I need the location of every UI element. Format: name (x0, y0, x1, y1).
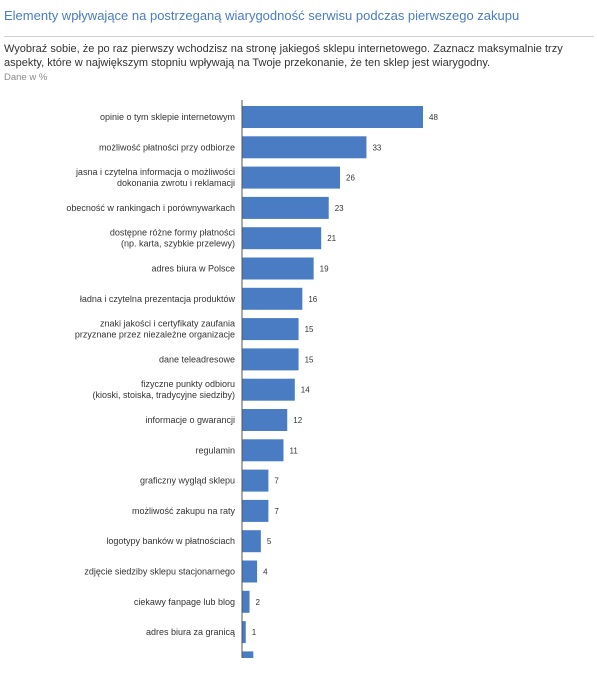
bar-5 (242, 257, 314, 280)
category-label-12: graficzny wygląd sklepu (140, 476, 235, 486)
bar-18 (242, 651, 254, 658)
category-label-8: dane teleadresowe (159, 354, 235, 364)
bar-0 (242, 106, 423, 128)
category-label-10: informacje o gwarancji (145, 415, 235, 425)
category-label-6: ładna i czytelna prezentacja produktów (80, 294, 236, 304)
category-label-2-line-0: jasna i czytelna informacja o możliwości (75, 167, 235, 177)
bar-chart: 48 opinie o tym sklepie internetowym 33 moż… (66, 100, 438, 658)
bar-7 (242, 318, 299, 341)
category-label-13: możliwość zakupu na raty (132, 506, 236, 516)
data-unit-note: Dane w % (4, 72, 48, 83)
bar-value-label-17: 1 (252, 628, 257, 637)
bar-16 (242, 590, 250, 613)
category-label-7-line-0: znaki jakości i certyfikaty zaufania (100, 319, 235, 329)
bar-value-label-0: 48 (429, 113, 438, 122)
bar-14 (242, 530, 261, 553)
chart-subtitle: Wyobraź sobie, że po raz pierwszy wchodz… (4, 43, 563, 69)
bar-10 (242, 409, 288, 431)
bar-value-label-14: 5 (267, 537, 272, 546)
bar-value-label-1: 33 (372, 143, 381, 152)
category-label-3: obecność w rankingach i porównywarkach (66, 203, 235, 213)
bar-8 (242, 348, 299, 371)
bar-9 (242, 378, 295, 401)
category-label-4-line-1: (np. karta, szybkie przelewy) (121, 239, 235, 249)
bar-value-label-5: 19 (320, 265, 329, 274)
bar-value-label-13: 7 (274, 507, 279, 516)
bar-value-label-9: 14 (301, 386, 310, 395)
bar-value-label-2: 26 (346, 174, 355, 183)
bar-3 (242, 196, 329, 219)
bar-1 (242, 136, 367, 159)
bar-17 (242, 621, 246, 644)
category-label-16: ciekawy fanpage lub blog (134, 597, 235, 607)
bar-2 (242, 166, 341, 189)
bar-value-label-8: 15 (305, 355, 314, 364)
category-label-2-line-1: dokonania zwrotu i reklamacji (117, 178, 235, 188)
category-label-4-line-0: dostępne różne formy płatności (110, 228, 235, 238)
bar-6 (242, 287, 303, 310)
category-label-1: możliwość płatności przy odbiorze (99, 142, 235, 152)
bar-value-label-12: 7 (274, 477, 279, 486)
category-label-17: adres biura za granicą (146, 627, 235, 637)
bar-value-label-15: 4 (263, 568, 268, 577)
title-divider (4, 36, 594, 37)
category-label-18: nie wiem \ trudno powiedzieć (119, 657, 235, 658)
category-label-11: regulamin (195, 445, 235, 455)
bar-13 (242, 499, 269, 522)
category-label-5: adres biura w Polsce (151, 264, 235, 274)
bar-value-label-7: 15 (305, 325, 314, 334)
bar-value-label-10: 12 (293, 416, 302, 425)
bar-value-label-3: 23 (335, 204, 344, 213)
category-label-15: zdjęcie siedziby sklepu stacjonarnego (84, 567, 235, 577)
bars-layer: 48 opinie o tym sklepie internetowym 33 moż… (66, 106, 438, 658)
category-label-0: opinie o tym sklepie internetowym (100, 112, 235, 122)
chart-title: Elementy wpływające na postrzeganą wiary… (4, 8, 520, 23)
bar-12 (242, 469, 269, 492)
bar-15 (242, 560, 258, 583)
category-label-7-line-1: przyznane przez niezależne organizacje (75, 330, 235, 340)
bar-value-label-6: 16 (308, 295, 317, 304)
category-label-14: logotypy banków w płatnościach (106, 536, 235, 546)
bar-value-label-16: 2 (256, 598, 261, 607)
bar-value-label-11: 11 (289, 446, 298, 455)
bar-value-label-4: 21 (327, 234, 336, 243)
bar-11 (242, 439, 284, 462)
bar-4 (242, 227, 322, 250)
category-label-9-line-1: (kioski, stoiska, tradycyjne siedziby) (92, 390, 235, 400)
category-label-9-line-0: fizyczne punkty odbioru (141, 379, 235, 389)
